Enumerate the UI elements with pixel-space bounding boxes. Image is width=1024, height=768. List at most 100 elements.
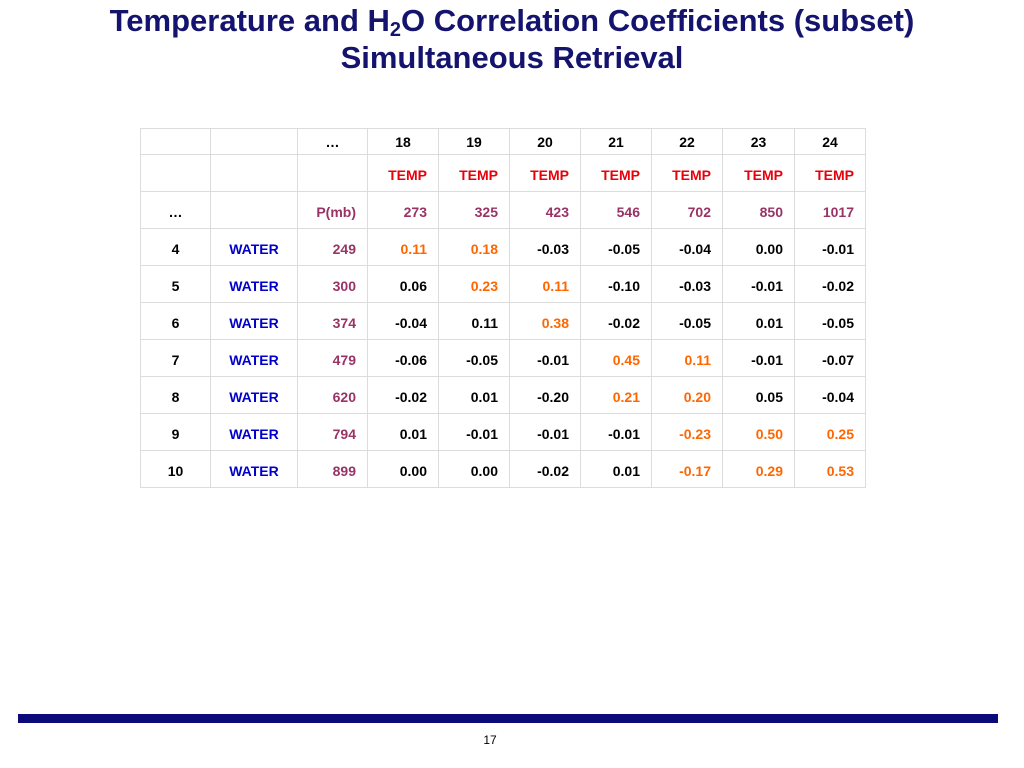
pressure-label: P(mb) bbox=[297, 191, 368, 229]
table-row: 7 WATER 479 -0.06 -0.05 -0.01 0.45 0.11 -0.01 -0.… bbox=[140, 339, 866, 377]
correlation-value: -0.05 bbox=[580, 228, 652, 266]
correlation-value: -0.06 bbox=[367, 339, 439, 377]
correlation-table: … 18 19 20 21 22 23 24 TEMP TEMP TEMP TEMP TEMP TEMP T… bbox=[140, 128, 866, 488]
correlation-value: 0.00 bbox=[722, 228, 795, 266]
temp-label: TEMP bbox=[794, 154, 866, 192]
correlation-value: 0.11 bbox=[509, 265, 581, 303]
level-header: 18 bbox=[367, 128, 439, 155]
correlation-value: -0.02 bbox=[580, 302, 652, 340]
empty-cell bbox=[210, 154, 298, 192]
pressure-value: 249 bbox=[297, 228, 368, 266]
correlation-value: -0.20 bbox=[509, 376, 581, 414]
pressure-value: 273 bbox=[367, 191, 439, 229]
temp-label: TEMP bbox=[580, 154, 652, 192]
row-index: 4 bbox=[140, 228, 211, 266]
pressure-value: 374 bbox=[297, 302, 368, 340]
temp-label: TEMP bbox=[367, 154, 439, 192]
correlation-value: -0.04 bbox=[651, 228, 723, 266]
water-label: WATER bbox=[210, 339, 298, 377]
pressure-value: 479 bbox=[297, 339, 368, 377]
pressure-value: 899 bbox=[297, 450, 368, 488]
table-row: TEMP TEMP TEMP TEMP TEMP TEMP TEMP bbox=[140, 154, 866, 192]
table-row: 4 WATER 249 0.11 0.18 -0.03 -0.05 -0.04 0.00 -0.0… bbox=[140, 228, 866, 266]
table-row: 8 WATER 620 -0.02 0.01 -0.20 0.21 0.20 0.05 -0.04 bbox=[140, 376, 866, 414]
level-header: 21 bbox=[580, 128, 652, 155]
row-index: 8 bbox=[140, 376, 211, 414]
correlation-value: 0.00 bbox=[367, 450, 439, 488]
correlation-value: -0.01 bbox=[722, 265, 795, 303]
correlation-value: -0.17 bbox=[651, 450, 723, 488]
table-row: 10 WATER 899 0.00 0.00 -0.02 0.01 -0.17 0.29 0.53 bbox=[140, 450, 866, 488]
correlation-value: 0.20 bbox=[651, 376, 723, 414]
correlation-value: -0.02 bbox=[367, 376, 439, 414]
temp-label: TEMP bbox=[722, 154, 795, 192]
temp-label: TEMP bbox=[438, 154, 510, 192]
title-text: O Correlation Coefficients (subset) bbox=[401, 3, 915, 38]
row-index: 5 bbox=[140, 265, 211, 303]
water-label: WATER bbox=[210, 450, 298, 488]
correlation-value: 0.53 bbox=[794, 450, 866, 488]
water-label: WATER bbox=[210, 228, 298, 266]
level-header: 20 bbox=[509, 128, 581, 155]
level-header: 22 bbox=[651, 128, 723, 155]
correlation-value: 0.05 bbox=[722, 376, 795, 414]
title: Temperature and H2O Correlation Coeffici… bbox=[0, 2, 1024, 76]
correlation-value: 0.25 bbox=[794, 413, 866, 451]
empty-cell bbox=[210, 128, 298, 155]
correlation-value: 0.18 bbox=[438, 228, 510, 266]
pressure-value: 423 bbox=[509, 191, 581, 229]
correlation-value: -0.02 bbox=[509, 450, 581, 488]
correlation-value: 0.38 bbox=[509, 302, 581, 340]
correlation-value: 0.45 bbox=[580, 339, 652, 377]
correlation-value: -0.02 bbox=[794, 265, 866, 303]
correlation-value: -0.03 bbox=[509, 228, 581, 266]
empty-cell bbox=[140, 154, 211, 192]
correlation-value: -0.01 bbox=[509, 339, 581, 377]
correlation-value: -0.01 bbox=[794, 228, 866, 266]
pressure-value: 300 bbox=[297, 265, 368, 303]
empty-cell bbox=[210, 191, 298, 229]
title-line2: Simultaneous Retrieval bbox=[340, 40, 684, 75]
correlation-value: -0.04 bbox=[367, 302, 439, 340]
empty-cell bbox=[140, 128, 211, 155]
row-index: 6 bbox=[140, 302, 211, 340]
table-row: 6 WATER 374 -0.04 0.11 0.38 -0.02 -0.05 0.01 -0.0… bbox=[140, 302, 866, 340]
pressure-value: 546 bbox=[580, 191, 652, 229]
level-header: 19 bbox=[438, 128, 510, 155]
correlation-value: -0.03 bbox=[651, 265, 723, 303]
correlation-value: -0.05 bbox=[651, 302, 723, 340]
correlation-value: -0.01 bbox=[438, 413, 510, 451]
correlation-value: -0.04 bbox=[794, 376, 866, 414]
footer-bar bbox=[18, 714, 998, 723]
correlation-value: 0.01 bbox=[438, 376, 510, 414]
water-label: WATER bbox=[210, 413, 298, 451]
row-index: 7 bbox=[140, 339, 211, 377]
temp-label: TEMP bbox=[651, 154, 723, 192]
pressure-value: 325 bbox=[438, 191, 510, 229]
table-row: … 18 19 20 21 22 23 24 bbox=[140, 128, 866, 155]
correlation-value: -0.10 bbox=[580, 265, 652, 303]
pressure-value: 850 bbox=[722, 191, 795, 229]
correlation-value: -0.01 bbox=[509, 413, 581, 451]
correlation-value: -0.01 bbox=[580, 413, 652, 451]
pressure-value: 702 bbox=[651, 191, 723, 229]
table-row: … P(mb) 273 325 423 546 702 850 1017 bbox=[140, 191, 866, 229]
correlation-value: 0.01 bbox=[722, 302, 795, 340]
correlation-value: -0.01 bbox=[722, 339, 795, 377]
page-number: 17 bbox=[483, 733, 497, 747]
pressure-value: 1017 bbox=[794, 191, 866, 229]
correlation-value: -0.05 bbox=[794, 302, 866, 340]
correlation-value: 0.06 bbox=[367, 265, 439, 303]
correlation-value: 0.11 bbox=[651, 339, 723, 377]
level-header: 23 bbox=[722, 128, 795, 155]
correlation-value: 0.01 bbox=[580, 450, 652, 488]
correlation-value: 0.23 bbox=[438, 265, 510, 303]
water-label: WATER bbox=[210, 265, 298, 303]
pressure-value: 794 bbox=[297, 413, 368, 451]
correlation-value: 0.21 bbox=[580, 376, 652, 414]
correlation-value: 0.11 bbox=[367, 228, 439, 266]
table-row: 9 WATER 794 0.01 -0.01 -0.01 -0.01 -0.23 0.50 0.2… bbox=[140, 413, 866, 451]
correlation-value: 0.29 bbox=[722, 450, 795, 488]
water-label: WATER bbox=[210, 376, 298, 414]
